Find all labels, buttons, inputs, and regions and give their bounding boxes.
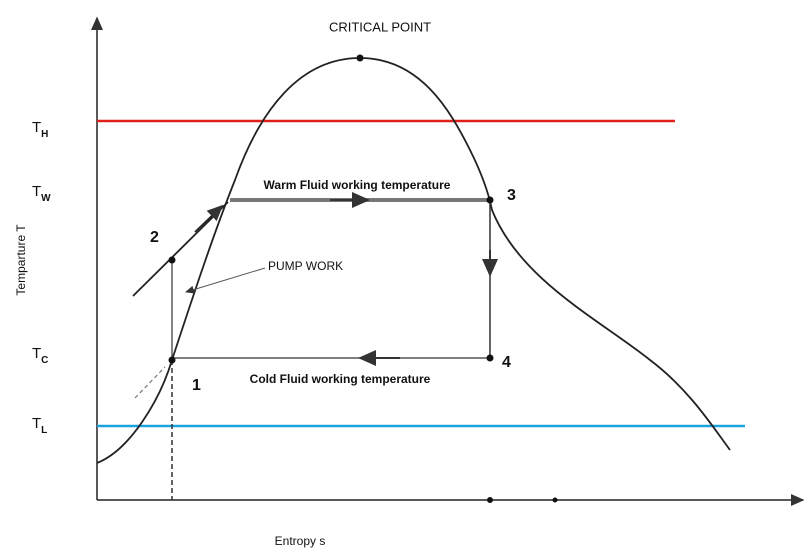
y-axis-label: Temparture T [14,224,28,296]
point-label: 4 [502,354,511,371]
state-point [486,354,494,362]
title: CRITICAL POINT [329,19,431,34]
level-label: TL [32,415,47,436]
axis-dot [487,497,493,503]
point-label: 3 [507,187,516,204]
level-label: TH [32,119,48,140]
x-axis-label: Entropy s [275,534,326,548]
cold-annotation: Cold Fluid working temperature [250,372,431,386]
axis-dot [552,497,558,503]
critical-point [356,54,364,62]
saturation-dome [96,57,731,464]
level-label: TC [32,345,48,366]
dashed-line [134,366,166,399]
point-label: 2 [150,229,159,246]
state-point [168,356,176,364]
pump-arrow [185,267,266,294]
flow-arrow [194,204,224,233]
warm-annotation: Warm Fluid working temperature [264,178,451,192]
level-label: TW [32,183,51,204]
point-label: 1 [192,377,201,394]
state-point [168,256,176,264]
state-point [486,196,494,204]
pump-annotation: PUMP WORK [268,259,343,273]
heating-line [132,201,229,297]
